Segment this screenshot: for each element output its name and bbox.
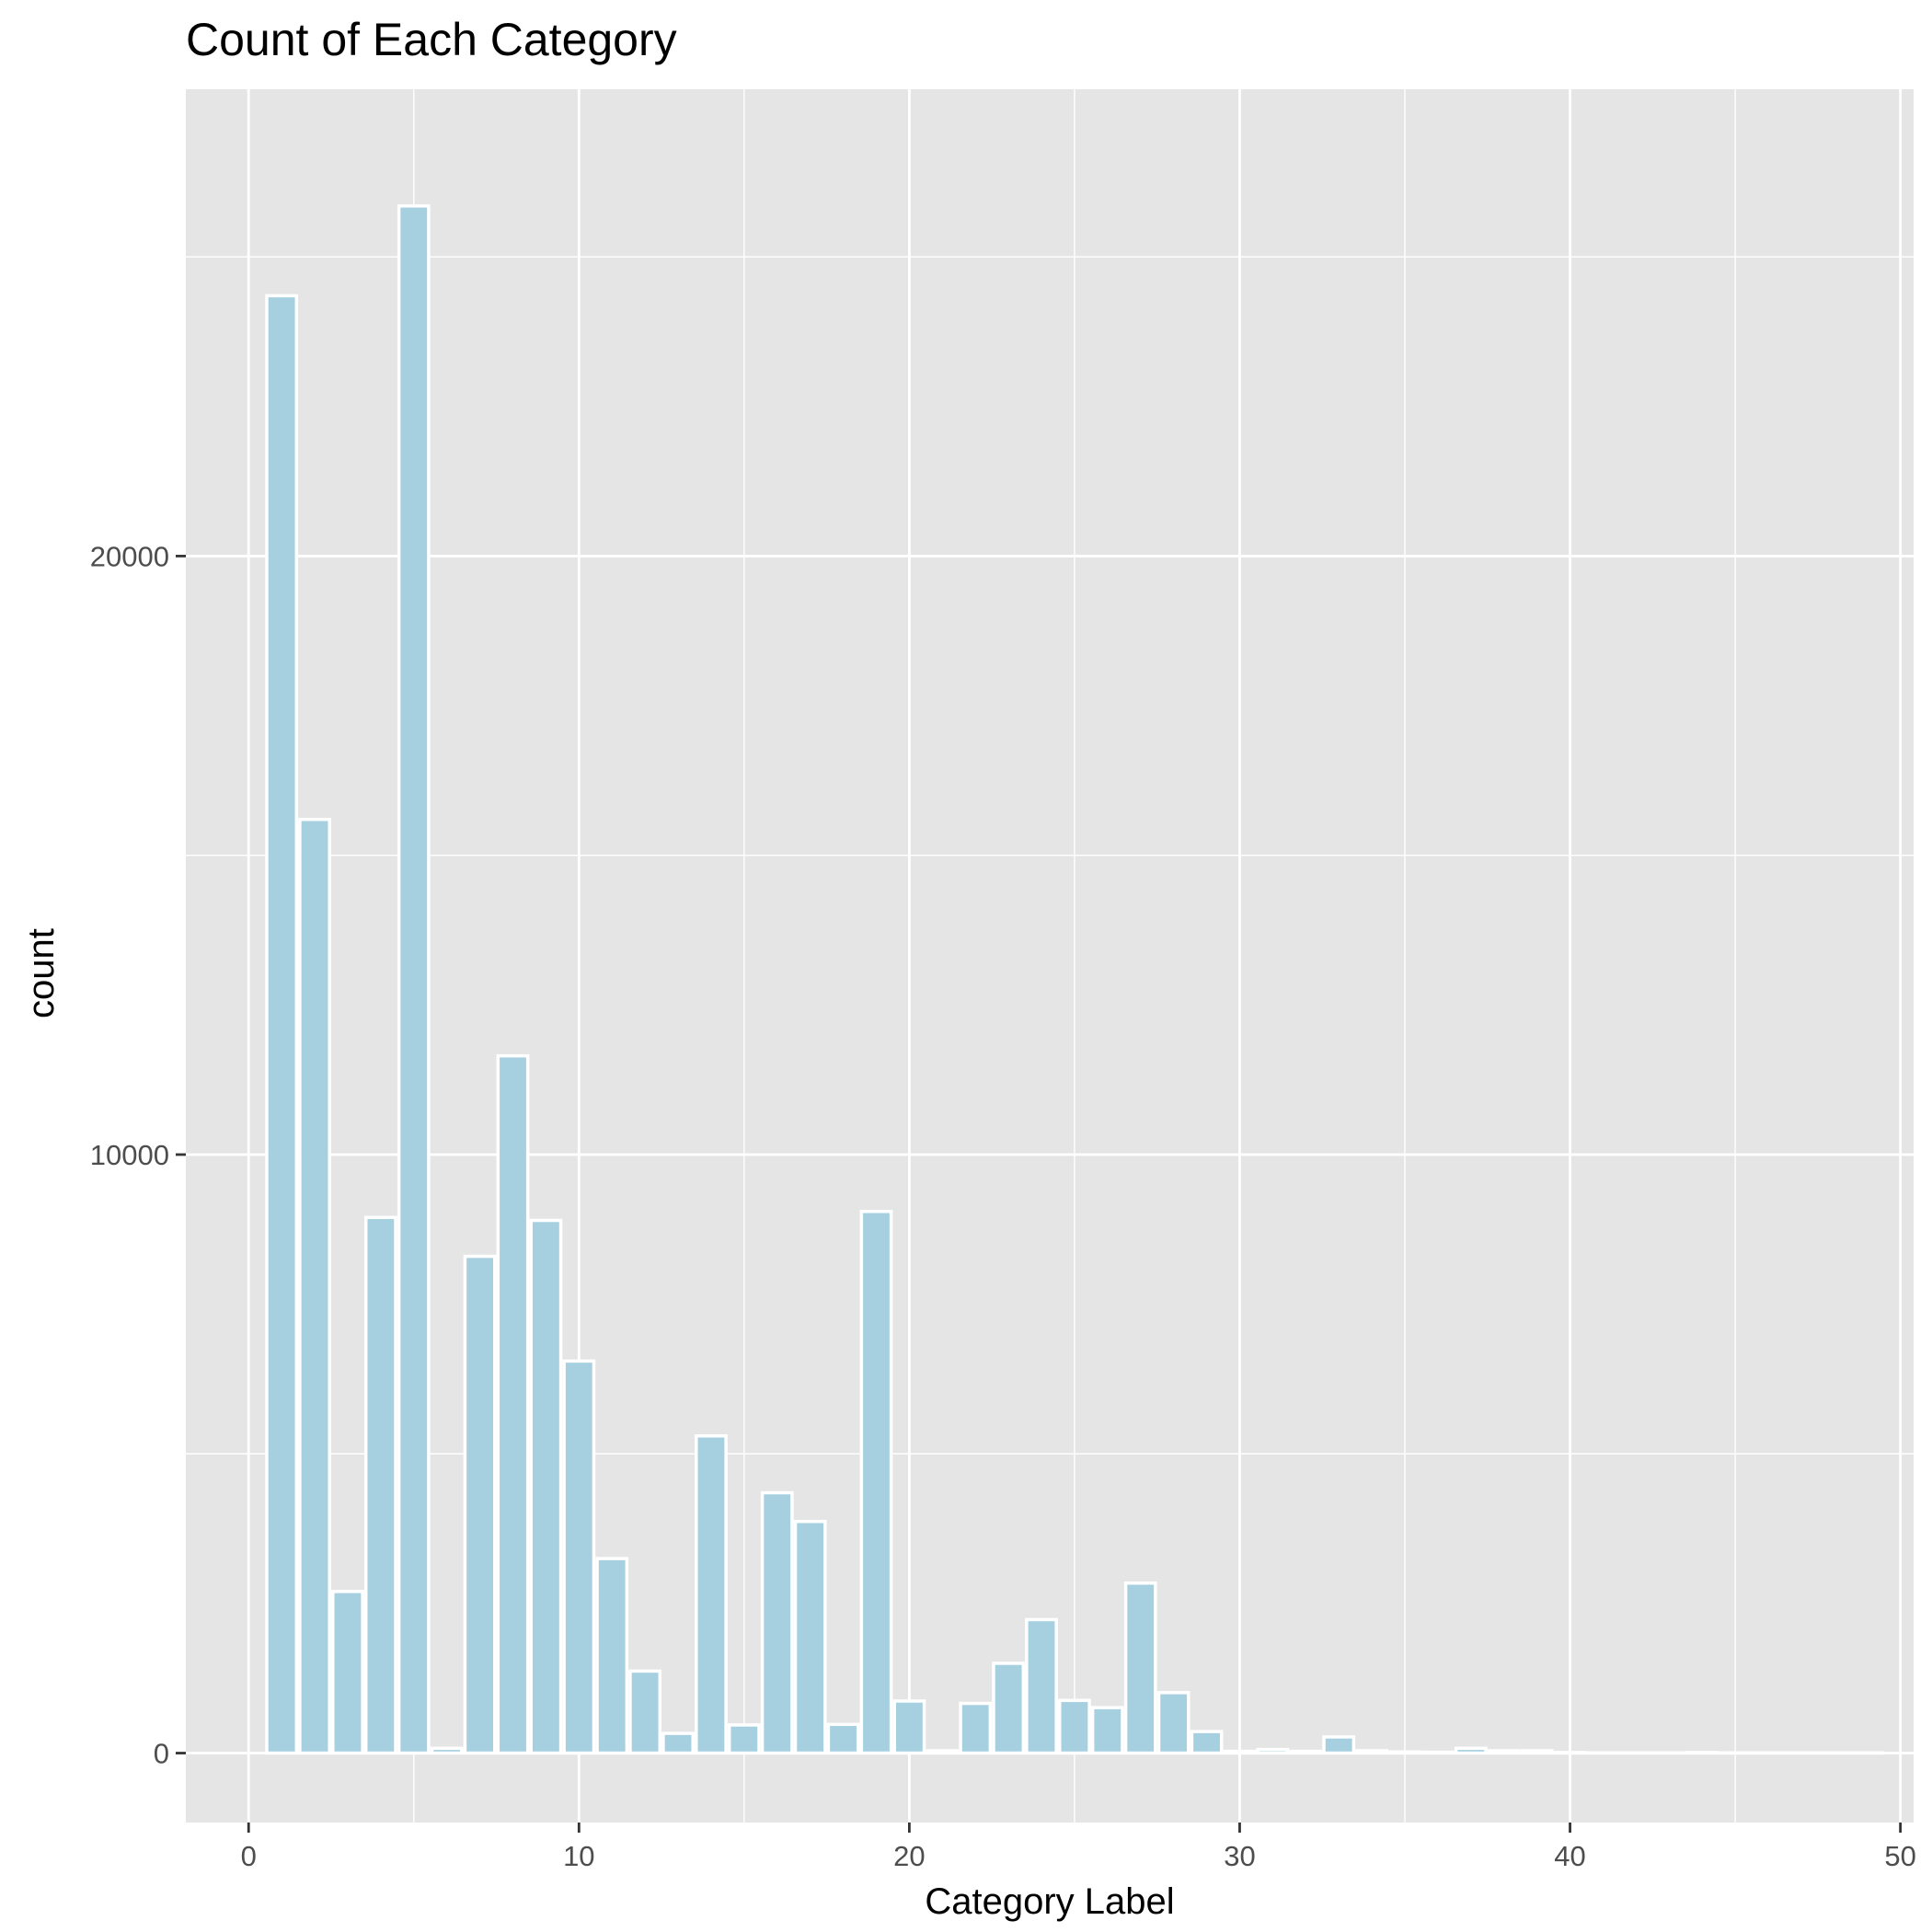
bar [661, 1731, 695, 1755]
x-tick-label: 50 [1884, 1840, 1915, 1872]
y-tick-label: 20000 [90, 540, 169, 572]
y-axis: 0 10000 20000 [90, 540, 186, 1770]
bar [727, 1723, 761, 1755]
bar [1454, 1746, 1488, 1755]
bar [529, 1218, 563, 1755]
y-axis-title: count [21, 928, 62, 1018]
plot-panel [186, 89, 1914, 1823]
bar [628, 1669, 662, 1755]
bar [1388, 1750, 1421, 1755]
bar [1421, 1750, 1455, 1755]
x-tick-label: 30 [1224, 1840, 1255, 1872]
bar [1256, 1747, 1290, 1755]
bar [1156, 1691, 1190, 1755]
bar [397, 204, 431, 1755]
bar [959, 1701, 993, 1755]
bar [1123, 1581, 1157, 1755]
x-tick-label: 0 [241, 1840, 257, 1872]
bar [1025, 1617, 1058, 1755]
bar [695, 1433, 728, 1755]
bar [1090, 1706, 1124, 1755]
bar [298, 817, 331, 1755]
x-tick-label: 10 [563, 1840, 594, 1872]
x-axis: 0 10 20 30 40 50 [241, 1823, 1916, 1872]
bar [1520, 1749, 1554, 1755]
bar [363, 1215, 397, 1755]
bar [463, 1254, 497, 1755]
bar [430, 1746, 464, 1755]
bar [1058, 1698, 1091, 1755]
bar [1685, 1751, 1719, 1755]
bar [892, 1699, 926, 1755]
bar [793, 1520, 827, 1755]
bar [595, 1557, 629, 1755]
bar [562, 1359, 596, 1755]
bar [1355, 1749, 1389, 1755]
bar [926, 1749, 960, 1755]
bar [496, 1053, 530, 1755]
y-tick-label: 10000 [90, 1139, 169, 1171]
bar [1553, 1751, 1587, 1755]
bar [1223, 1749, 1257, 1755]
bars [265, 204, 1884, 1755]
bar [1322, 1735, 1356, 1755]
chart-title: Count of Each Category [186, 14, 677, 65]
bar [331, 1590, 364, 1755]
y-tick-label: 0 [154, 1738, 169, 1770]
x-tick-label: 20 [893, 1840, 925, 1872]
x-tick-label: 40 [1554, 1840, 1585, 1872]
bar [1487, 1749, 1521, 1755]
bar [1289, 1749, 1323, 1755]
bar [265, 293, 299, 1755]
bar [760, 1490, 794, 1755]
bar [1190, 1730, 1224, 1755]
bar [826, 1722, 860, 1755]
bar [992, 1662, 1026, 1755]
bar [859, 1210, 893, 1755]
x-axis-title: Category Label [925, 1881, 1174, 1922]
